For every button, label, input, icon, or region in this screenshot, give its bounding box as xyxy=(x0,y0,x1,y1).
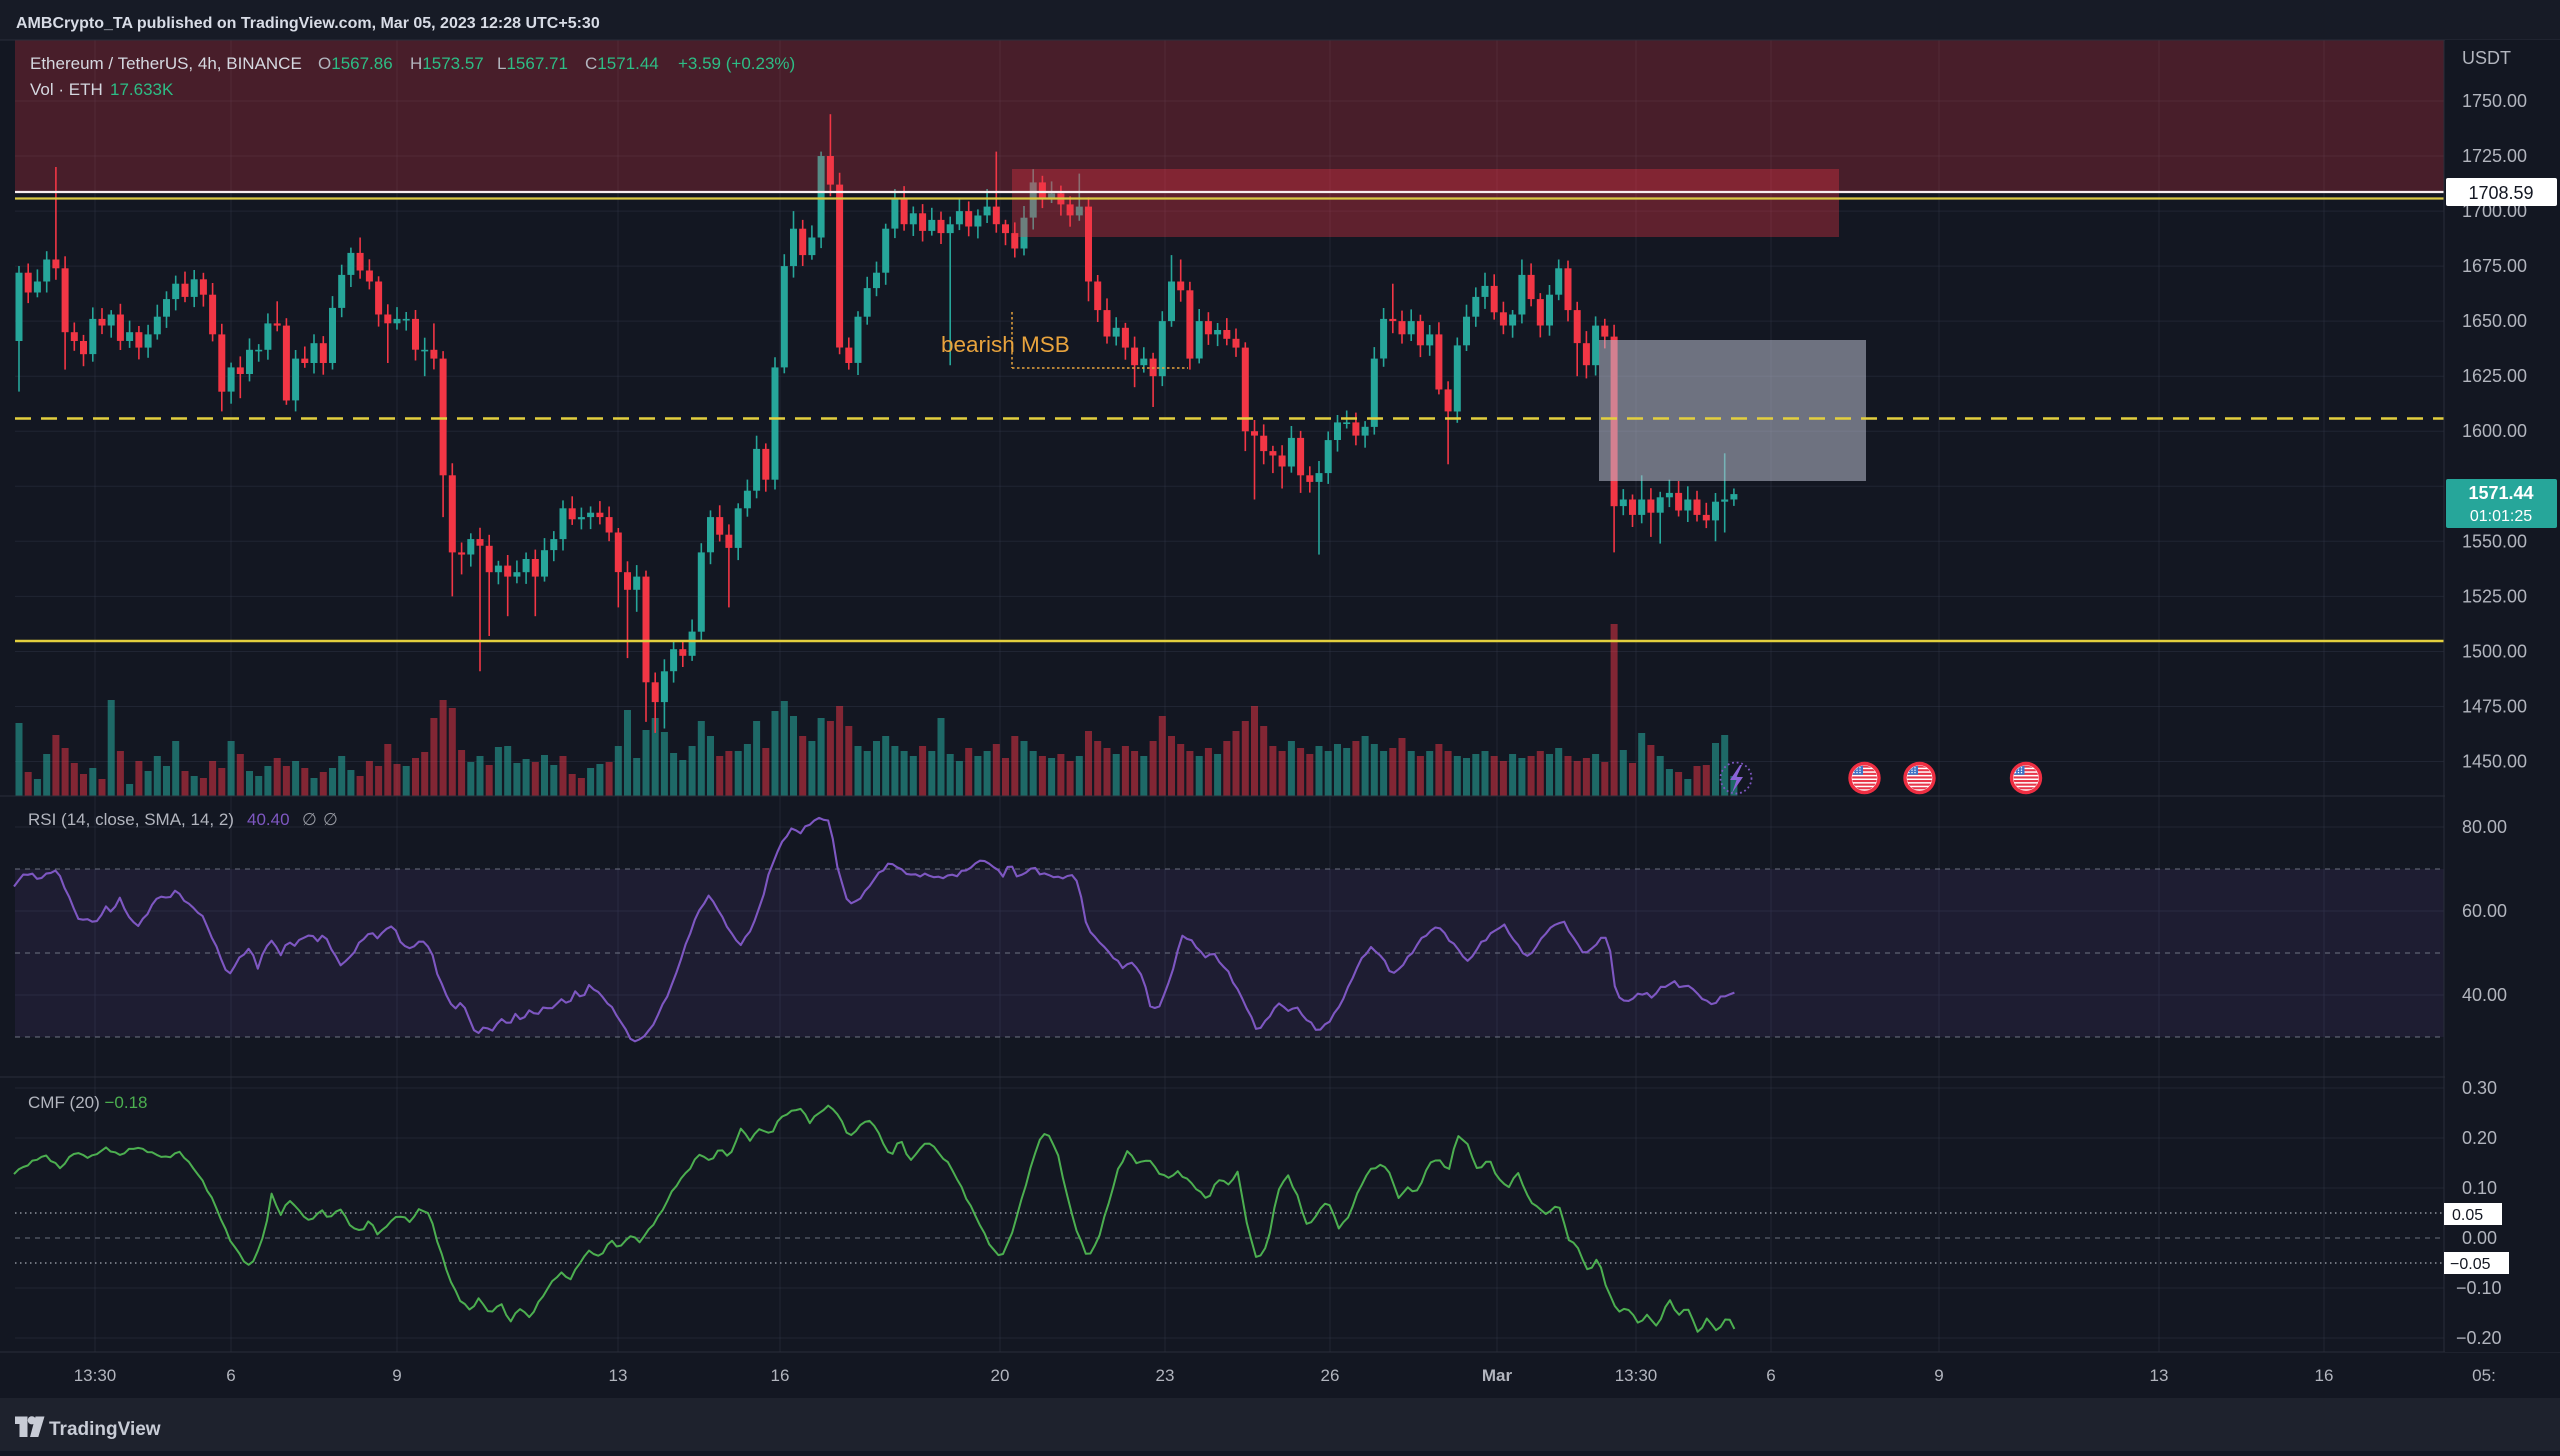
svg-text:1625.00: 1625.00 xyxy=(2462,366,2527,386)
svg-text:80.00: 80.00 xyxy=(2462,817,2507,837)
svg-text:RSI (14, close, SMA, 14, 2)40.: RSI (14, close, SMA, 14, 2) 40.40 ∅ ∅ xyxy=(28,810,338,829)
svg-text:Ethereum / TetherUS, 4h, BINAN: Ethereum / TetherUS, 4h, BINANCE O1567.86… xyxy=(30,54,795,73)
svg-text:1500.00: 1500.00 xyxy=(2462,642,2527,662)
svg-text:0.30: 0.30 xyxy=(2462,1078,2497,1098)
svg-text:−0.05: −0.05 xyxy=(2450,1256,2491,1273)
svg-text:26: 26 xyxy=(1321,1366,1340,1385)
svg-text:05:: 05: xyxy=(2472,1366,2496,1385)
svg-text:9: 9 xyxy=(1934,1366,1943,1385)
svg-text:bearish MSB: bearish MSB xyxy=(941,332,1070,357)
svg-text:6: 6 xyxy=(1766,1366,1775,1385)
svg-text:1725.00: 1725.00 xyxy=(2462,146,2527,166)
svg-text:0.10: 0.10 xyxy=(2462,1178,2497,1198)
svg-text:0.20: 0.20 xyxy=(2462,1128,2497,1148)
svg-text:0.00: 0.00 xyxy=(2462,1228,2497,1248)
svg-text:01:01:25: 01:01:25 xyxy=(2470,508,2532,525)
svg-text:CMF (20) −0.18: CMF (20) −0.18 xyxy=(28,1093,148,1112)
svg-text:1475.00: 1475.00 xyxy=(2462,697,2527,717)
svg-text:TradingView: TradingView xyxy=(49,1419,161,1440)
svg-text:1571.44: 1571.44 xyxy=(2468,483,2533,503)
svg-text:1700.00: 1700.00 xyxy=(2462,201,2527,221)
svg-text:40.00: 40.00 xyxy=(2462,985,2507,1005)
svg-text:16: 16 xyxy=(2315,1366,2334,1385)
svg-text:23: 23 xyxy=(1156,1366,1175,1385)
svg-text:0.05: 0.05 xyxy=(2452,1207,2483,1224)
svg-text:13:30: 13:30 xyxy=(74,1366,117,1385)
svg-text:−0.10: −0.10 xyxy=(2456,1278,2502,1298)
svg-text:13: 13 xyxy=(2150,1366,2169,1385)
svg-text:1550.00: 1550.00 xyxy=(2462,531,2527,551)
svg-text:16: 16 xyxy=(771,1366,790,1385)
svg-text:−0.20: −0.20 xyxy=(2456,1328,2502,1348)
svg-text:1650.00: 1650.00 xyxy=(2462,311,2527,331)
svg-text:1708.59: 1708.59 xyxy=(2468,183,2533,203)
svg-text:Mar: Mar xyxy=(1482,1366,1513,1385)
svg-text:1600.00: 1600.00 xyxy=(2462,421,2527,441)
svg-text:17.633K: 17.633K xyxy=(110,80,174,99)
svg-text:13:30: 13:30 xyxy=(1615,1366,1658,1385)
svg-text:20: 20 xyxy=(991,1366,1010,1385)
svg-text:USDT: USDT xyxy=(2462,48,2511,68)
svg-text:1675.00: 1675.00 xyxy=(2462,256,2527,276)
svg-text:1525.00: 1525.00 xyxy=(2462,586,2527,606)
svg-text:13: 13 xyxy=(609,1366,628,1385)
svg-text:1450.00: 1450.00 xyxy=(2462,752,2527,772)
svg-text:1750.00: 1750.00 xyxy=(2462,91,2527,111)
svg-text:6: 6 xyxy=(226,1366,235,1385)
svg-text:Vol · ETH: Vol · ETH xyxy=(30,80,103,99)
svg-text:AMBCrypto_TA published on Trad: AMBCrypto_TA published on TradingView.co… xyxy=(16,15,600,32)
svg-text:9: 9 xyxy=(392,1366,401,1385)
svg-text:60.00: 60.00 xyxy=(2462,901,2507,921)
